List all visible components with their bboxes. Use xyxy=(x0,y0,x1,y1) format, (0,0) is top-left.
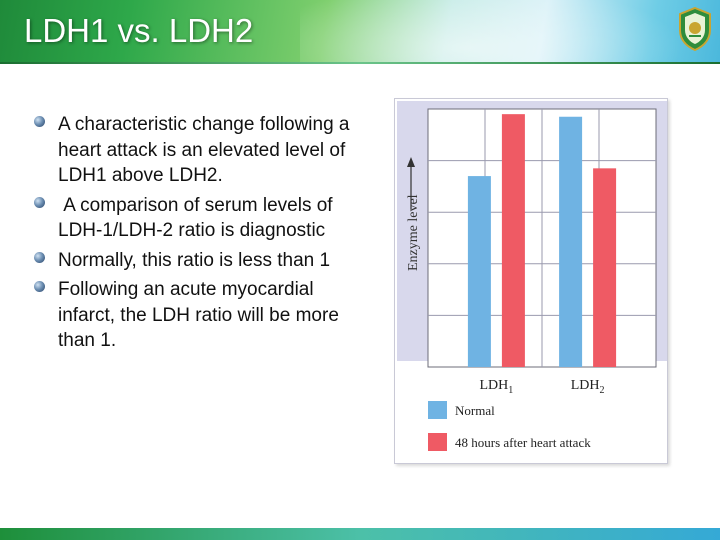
bullet-icon xyxy=(34,196,45,208)
bullet-item: Normally, this ratio is less than 1 xyxy=(34,248,364,274)
legend-swatch xyxy=(428,401,447,419)
y-axis-arrow-head xyxy=(407,157,415,167)
bullet-icon xyxy=(34,281,45,292)
bar xyxy=(501,114,525,367)
category-label: LDH1 xyxy=(480,378,514,396)
bar xyxy=(559,116,583,368)
bullet-text: A comparison of serum levels of LDH-1/LD… xyxy=(58,194,338,242)
header-divider xyxy=(0,62,720,64)
bullet-item: A characteristic change following a hear… xyxy=(34,112,364,189)
bullet-item: Following an acute myocardial infarct, t… xyxy=(34,277,364,354)
legend-label: Normal xyxy=(455,403,495,418)
bullet-text: Following an acute myocardial infarct, t… xyxy=(58,279,345,351)
enzyme-chart: Enzyme level LDH1 LDH2 Normal 48 hours after… xyxy=(397,101,667,451)
bullet-item: A comparison of serum levels of LDH-1/LD… xyxy=(34,193,364,244)
legend-label: 48 hours after heart attack xyxy=(455,435,591,450)
legend-swatch xyxy=(428,433,447,451)
slide-footer-bar xyxy=(0,528,720,540)
slide-title: LDH1 vs. LDH2 xyxy=(24,12,254,49)
bullet-text: A characteristic change following a hear… xyxy=(58,114,355,186)
university-crest-icon xyxy=(679,6,711,52)
bar xyxy=(467,176,491,367)
bullet-text: Normally, this ratio is less than 1 xyxy=(58,249,331,271)
bullet-list: A characteristic change following a hear… xyxy=(34,112,364,358)
bullet-icon xyxy=(34,116,45,127)
bullet-icon xyxy=(34,251,45,263)
enzyme-chart-figure: Enzyme level LDH1 LDH2 Normal 48 hours after… xyxy=(394,98,668,464)
slide-header: LDH1 vs. LDH2 xyxy=(0,0,720,62)
bar xyxy=(593,168,617,367)
header-decoration xyxy=(300,0,720,62)
y-axis-label: Enzyme level xyxy=(406,194,421,271)
category-label: LDH2 xyxy=(571,378,605,396)
